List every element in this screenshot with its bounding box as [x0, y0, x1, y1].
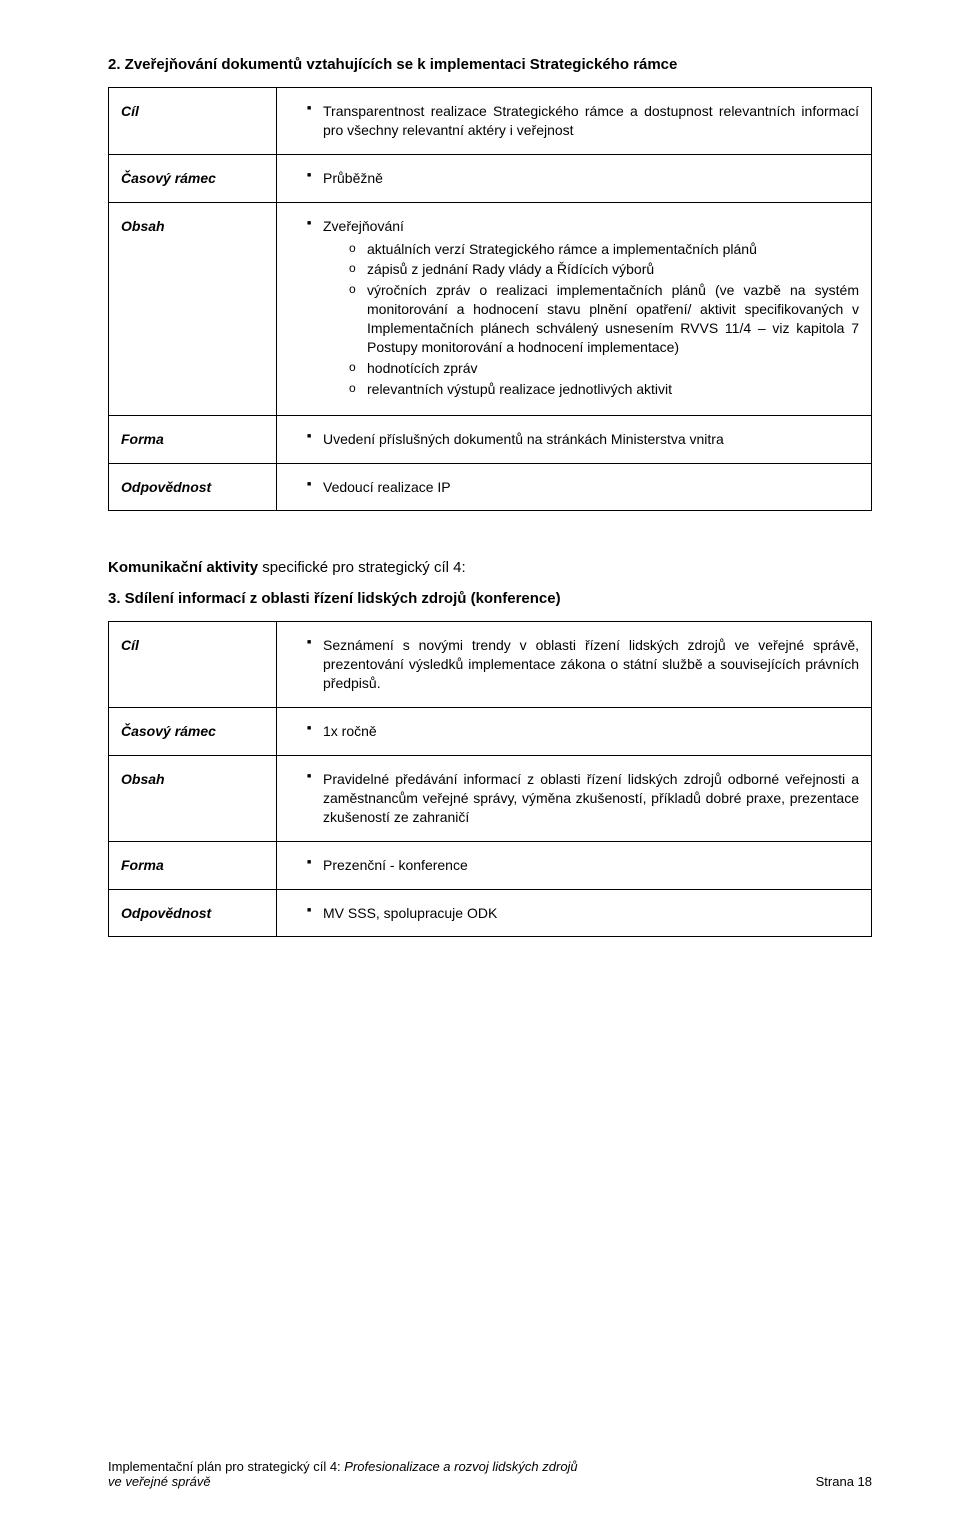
list-item: Pravidelné předávání informací z oblasti…	[307, 770, 859, 827]
row-value-casovy: 1x ročně	[277, 708, 872, 756]
row-label-obsah: Obsah	[109, 756, 277, 842]
row-value-odpovednost: Vedoucí realizace IP	[277, 463, 872, 511]
footer-line2: ve veřejné správě Strana 18	[108, 1474, 872, 1489]
row-value-casovy: Průběžně	[277, 154, 872, 202]
table-row: Časový rámec 1x ročně	[109, 708, 872, 756]
list-item: Vedoucí realizace IP	[307, 478, 859, 497]
row-value-cil: Seznámení s novými trendy v oblasti říze…	[277, 622, 872, 708]
bullet-lead: Zveřejňování	[323, 218, 404, 234]
list-item: Prezenční - konference	[307, 856, 859, 875]
page-footer: Implementační plán pro strategický cíl 4…	[108, 1459, 872, 1489]
section3-title: 3. Sdílení informací z oblasti řízení li…	[108, 590, 872, 607]
row-label-obsah: Obsah	[109, 202, 277, 415]
footer-line2-left: ve veřejné správě	[108, 1474, 211, 1489]
row-value-obsah: Pravidelné předávání informací z oblasti…	[277, 756, 872, 842]
sub-item: zápisů z jednání Rady vlády a Řídících v…	[349, 260, 859, 279]
intertitle: Komunikační aktivity specifické pro stra…	[108, 559, 872, 576]
section2-table: Cíl Transparentnost realizace Strategick…	[108, 87, 872, 511]
table-row: Forma Uvedení příslušných dokumentů na s…	[109, 415, 872, 463]
table-row: Odpovědnost MV SSS, spolupracuje ODK	[109, 889, 872, 937]
row-label-forma: Forma	[109, 415, 277, 463]
sub-item: výročních zpráv o realizaci implementačn…	[349, 281, 859, 357]
list-item: 1x ročně	[307, 722, 859, 741]
list-item: Průběžně	[307, 169, 859, 188]
table-row: Cíl Seznámení s novými trendy v oblasti …	[109, 622, 872, 708]
row-label-forma: Forma	[109, 841, 277, 889]
list-item: Seznámení s novými trendy v oblasti říze…	[307, 636, 859, 693]
row-value-forma: Prezenční - konference	[277, 841, 872, 889]
footer-page-number: Strana 18	[816, 1474, 872, 1489]
sub-item: aktuálních verzí Strategického rámce a i…	[349, 240, 859, 259]
row-value-obsah: Zveřejňování aktuálních verzí Strategick…	[277, 202, 872, 415]
footer-line1-prefix: Implementační plán pro strategický cíl 4…	[108, 1459, 344, 1474]
table-row: Cíl Transparentnost realizace Strategick…	[109, 88, 872, 155]
row-value-cil: Transparentnost realizace Strategického …	[277, 88, 872, 155]
row-value-forma: Uvedení příslušných dokumentů na stránká…	[277, 415, 872, 463]
intertitle-rest: specifické pro strategický cíl 4:	[258, 559, 466, 576]
footer-line1: Implementační plán pro strategický cíl 4…	[108, 1459, 872, 1474]
intertitle-bold: Komunikační aktivity	[108, 559, 258, 576]
row-label-casovy: Časový rámec	[109, 708, 277, 756]
list-item: Zveřejňování aktuálních verzí Strategick…	[307, 217, 859, 399]
table-row: Obsah Pravidelné předávání informací z o…	[109, 756, 872, 842]
list-item: Uvedení příslušných dokumentů na stránká…	[307, 430, 859, 449]
table-row: Odpovědnost Vedoucí realizace IP	[109, 463, 872, 511]
row-label-odpovednost: Odpovědnost	[109, 463, 277, 511]
table-row: Časový rámec Průběžně	[109, 154, 872, 202]
list-item: MV SSS, spolupracuje ODK	[307, 904, 859, 923]
table-row: Obsah Zveřejňování aktuálních verzí Stra…	[109, 202, 872, 415]
section3-table: Cíl Seznámení s novými trendy v oblasti …	[108, 621, 872, 937]
row-value-odpovednost: MV SSS, spolupracuje ODK	[277, 889, 872, 937]
row-label-casovy: Časový rámec	[109, 154, 277, 202]
sub-item: hodnotících zpráv	[349, 359, 859, 378]
row-label-cil: Cíl	[109, 622, 277, 708]
table-row: Forma Prezenční - konference	[109, 841, 872, 889]
sub-item: relevantních výstupů realizace jednotliv…	[349, 380, 859, 399]
row-label-odpovednost: Odpovědnost	[109, 889, 277, 937]
row-label-cil: Cíl	[109, 88, 277, 155]
list-item: Transparentnost realizace Strategického …	[307, 102, 859, 140]
page: 2. Zveřejňování dokumentů vztahujících s…	[0, 0, 960, 1523]
section2-title: 2. Zveřejňování dokumentů vztahujících s…	[108, 56, 872, 73]
footer-line1-italic: Profesionalizace a rozvoj lidských zdroj…	[344, 1459, 577, 1474]
